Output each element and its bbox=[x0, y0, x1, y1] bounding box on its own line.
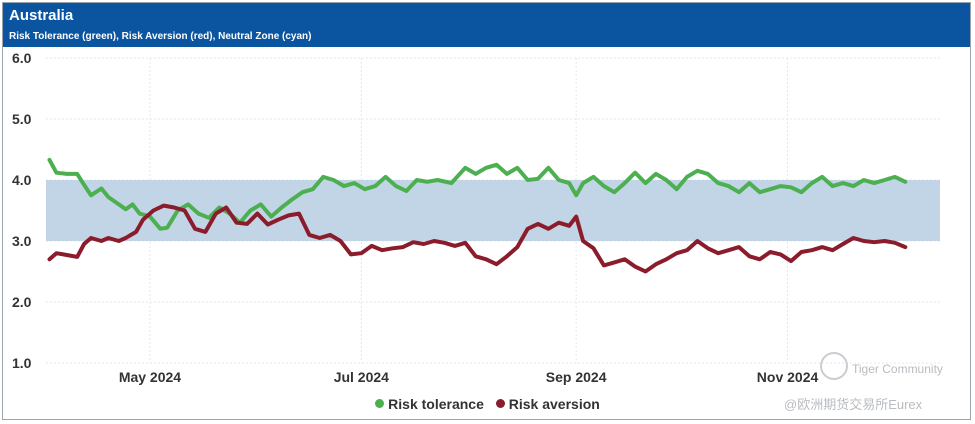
chart-subtitle: Risk Tolerance (green), Risk Aversion (r… bbox=[9, 31, 312, 42]
x-tick-label: Nov 2024 bbox=[757, 369, 819, 385]
y-tick-label: 3.0 bbox=[12, 233, 32, 249]
legend: Risk tolerance Risk aversion bbox=[0, 396, 975, 412]
x-tick-label: May 2024 bbox=[119, 369, 181, 385]
y-axis: 6.0 5.0 4.0 3.0 2.0 1.0 bbox=[12, 50, 32, 371]
y-tick-label: 2.0 bbox=[12, 294, 32, 310]
y-tick-label: 1.0 bbox=[12, 355, 32, 371]
legend-item-tolerance[interactable]: Risk tolerance bbox=[375, 396, 484, 412]
legend-label-aversion: Risk aversion bbox=[508, 396, 600, 412]
y-tick-label: 4.0 bbox=[12, 172, 32, 188]
chart-header: Australia Risk Tolerance (green), Risk A… bbox=[3, 3, 970, 47]
y-tick-label: 6.0 bbox=[12, 50, 32, 66]
series-group bbox=[47, 157, 908, 274]
watermark-line-1: Tiger Community bbox=[852, 362, 943, 376]
x-tick-label: Sep 2024 bbox=[546, 369, 607, 385]
x-axis: May 2024 Jul 2024 Sep 2024 Nov 2024 bbox=[119, 369, 819, 385]
legend-item-aversion[interactable]: Risk aversion bbox=[495, 396, 600, 412]
tolerance-marker-icon bbox=[375, 399, 385, 408]
tolerance-line bbox=[47, 157, 908, 231]
watermark-line-2: @欧洲期货交易所Eurex bbox=[784, 397, 923, 412]
x-tick-label: Jul 2024 bbox=[334, 369, 389, 385]
aversion-line bbox=[47, 203, 908, 274]
chart-title: Australia bbox=[9, 7, 74, 24]
legend-label-tolerance: Risk tolerance bbox=[388, 396, 484, 412]
aversion-marker-icon bbox=[495, 399, 505, 408]
watermark-logo-icon bbox=[820, 352, 848, 380]
y-tick-label: 5.0 bbox=[12, 111, 32, 127]
